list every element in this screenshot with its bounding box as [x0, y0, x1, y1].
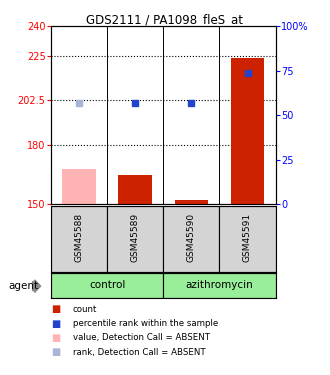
Bar	[163, 273, 276, 298]
Text: rank, Detection Call = ABSENT: rank, Detection Call = ABSENT	[73, 348, 205, 357]
Text: ■: ■	[51, 347, 60, 357]
Text: control: control	[89, 280, 125, 290]
FancyArrow shape	[33, 280, 41, 292]
Text: GDS2111 / PA1098_fleS_at: GDS2111 / PA1098_fleS_at	[86, 13, 244, 26]
Text: agent: agent	[8, 281, 38, 291]
Text: percentile rank within the sample: percentile rank within the sample	[73, 319, 218, 328]
Bar	[219, 206, 276, 272]
Bar	[175, 200, 208, 204]
Bar	[107, 206, 163, 272]
Bar	[163, 206, 219, 272]
Bar	[62, 169, 96, 204]
Text: GSM45590: GSM45590	[187, 213, 196, 262]
Bar	[51, 273, 163, 298]
Text: GSM45588: GSM45588	[75, 213, 84, 262]
Text: GSM45589: GSM45589	[131, 213, 140, 262]
Text: GSM45591: GSM45591	[243, 213, 252, 262]
Bar	[118, 175, 152, 204]
Bar	[231, 58, 264, 204]
Bar	[51, 206, 107, 272]
Text: ■: ■	[51, 319, 60, 328]
Text: count: count	[73, 305, 97, 314]
Text: ■: ■	[51, 333, 60, 343]
Text: ■: ■	[51, 304, 60, 314]
Text: value, Detection Call = ABSENT: value, Detection Call = ABSENT	[73, 333, 210, 342]
Text: azithromycin: azithromycin	[185, 280, 253, 290]
